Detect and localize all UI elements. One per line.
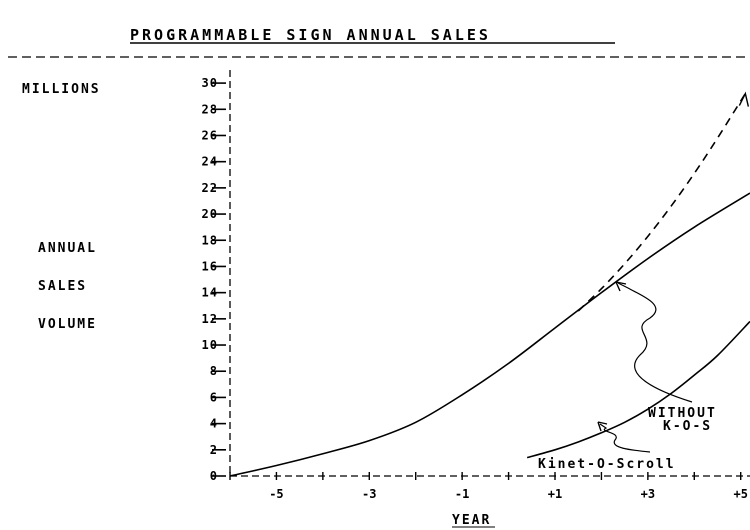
y-tick-label: 10 [202, 338, 218, 352]
x-tick-label: +3 [641, 487, 655, 501]
ylabel-line-1: ANNUAL [38, 241, 97, 256]
ylabel-line-3: VOLUME [38, 317, 97, 332]
y-tick-label: 12 [202, 312, 218, 326]
x-tick-label: -1 [455, 487, 469, 501]
y-tick-label: 28 [202, 102, 218, 116]
y-tick-label: 14 [202, 286, 218, 300]
series-line-2 [577, 93, 747, 312]
x-tick-label: +5 [733, 487, 747, 501]
annotation-arrowhead-kinet [597, 421, 608, 432]
annotation-kos: K-O-S [663, 419, 712, 434]
y-tick-label: 26 [202, 128, 218, 142]
dashed-arrowhead [738, 91, 750, 107]
ylabel-line-2: SALES [38, 279, 87, 294]
series-line-1 [526, 320, 750, 459]
x-tick-label: -3 [362, 487, 376, 501]
annotation-arrow-kinet [599, 423, 651, 453]
annotation-arrow-without [617, 282, 693, 403]
y-tick-label: 24 [202, 155, 218, 169]
x-axis-label: YEAR [452, 513, 491, 528]
annotation-kinet-o-scroll: Kinet-O-Scroll [538, 457, 676, 472]
series-line-0 [229, 192, 750, 477]
y-tick-label: 30 [202, 76, 218, 90]
y-tick-label: 22 [202, 181, 218, 195]
y-tick-label: 18 [202, 233, 218, 247]
annotation-arrowhead-without [615, 281, 627, 292]
y-tick-label: 20 [202, 207, 218, 221]
annotation-without: WITHOUT [648, 406, 717, 421]
x-tick-label: +1 [548, 487, 562, 501]
y-tick-label: 16 [202, 259, 218, 273]
x-tick-label: -5 [269, 487, 283, 501]
y-units-label: MILLIONS [22, 82, 101, 97]
chart-title: PROGRAMMABLE SIGN ANNUAL SALES [130, 26, 491, 44]
